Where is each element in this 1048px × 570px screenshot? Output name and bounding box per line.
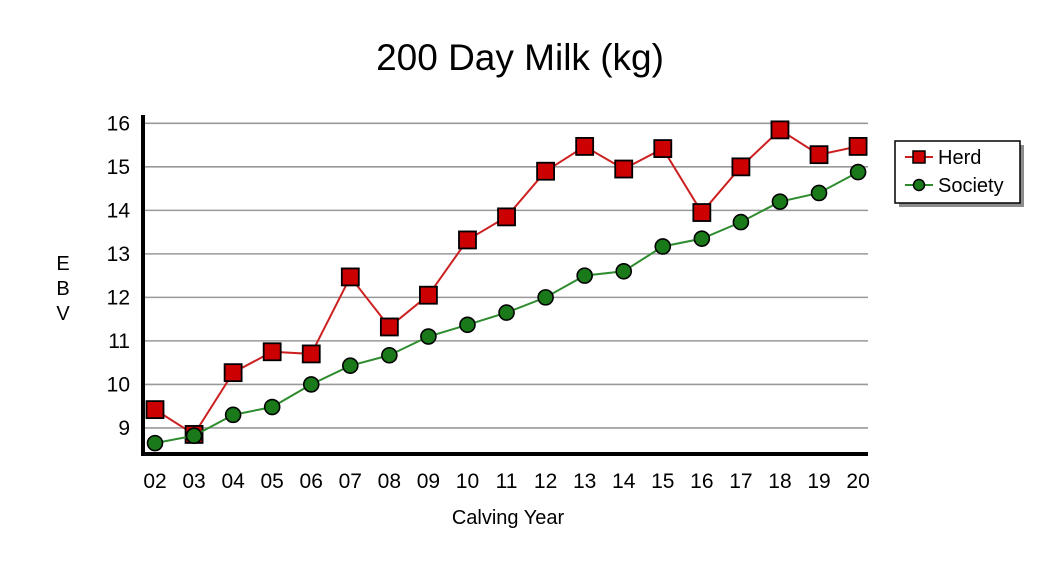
legend-marker <box>912 150 926 164</box>
y-tick-label: 13 <box>107 243 130 266</box>
herd-point <box>419 285 438 305</box>
legend-item-herd: Herd <box>905 147 981 169</box>
x-tick-label: 17 <box>729 470 752 493</box>
herd-point <box>770 120 790 140</box>
x-tick-label: 19 <box>807 470 830 493</box>
herd-point <box>262 342 282 362</box>
society-point <box>654 238 672 255</box>
y-tick-labels: 9 10 11 12 13 14 15 16 <box>107 112 131 440</box>
legend-item-society: Society <box>905 175 1004 197</box>
herd-point <box>536 161 555 181</box>
x-tick-label: 04 <box>221 470 245 493</box>
x-tick-label: 08 <box>378 470 401 493</box>
society-point <box>849 163 867 181</box>
y-tick-label: 9 <box>118 417 130 440</box>
x-tick-label: 05 <box>261 470 284 493</box>
society-point <box>771 193 789 210</box>
society-point <box>576 267 593 284</box>
series-society <box>146 163 867 452</box>
society-point <box>420 328 437 345</box>
society-point <box>615 262 633 280</box>
x-tick-label: 11 <box>496 470 518 493</box>
y-tick-label: 15 <box>107 156 130 179</box>
society-point <box>146 434 164 452</box>
x-tick-label: 07 <box>339 470 362 493</box>
society-point <box>263 398 281 416</box>
x-tick-label: 06 <box>300 470 323 493</box>
x-axis-label: Calving Year <box>452 507 565 529</box>
society-point <box>810 184 828 202</box>
x-tick-label: 12 <box>534 470 557 493</box>
y-axis-label-letter: V <box>56 303 70 325</box>
herd-point <box>809 145 829 165</box>
series <box>145 120 868 452</box>
series-herd <box>145 120 868 444</box>
society-point <box>732 213 750 231</box>
axes <box>141 115 868 456</box>
society-point <box>185 427 203 445</box>
herd-point <box>614 159 634 179</box>
herd-point <box>575 137 595 156</box>
legend-label: Society <box>938 175 1004 197</box>
x-tick-label: 15 <box>651 470 674 493</box>
society-point <box>302 376 320 393</box>
x-tick-label: 18 <box>768 470 791 493</box>
x-tick-label: 20 <box>846 470 869 493</box>
herd-point <box>653 139 673 158</box>
herd-point <box>731 157 751 177</box>
x-tick-label: 10 <box>456 470 479 493</box>
x-tick-labels: 02 03 04 05 06 07 08 09 10 11 12 13 14 15 16 17 18 19 20 <box>143 470 869 493</box>
legend-marker <box>912 178 926 192</box>
y-tick-label: 11 <box>108 330 130 353</box>
herd-point <box>692 203 712 222</box>
herd-point <box>848 137 868 156</box>
x-tick-label: 09 <box>417 470 440 493</box>
x-tick-label: 14 <box>612 470 636 493</box>
herd-point <box>458 230 477 250</box>
x-tick-label: 02 <box>143 470 166 493</box>
legend-label: Herd <box>938 147 981 169</box>
society-point <box>498 304 515 321</box>
y-tick-label: 12 <box>107 286 130 309</box>
x-tick-label: 13 <box>573 470 596 493</box>
society-point <box>537 289 554 306</box>
society-point <box>341 357 359 374</box>
chart-title: 200 Day Milk (kg) <box>376 37 664 78</box>
chart-background <box>70 0 1048 570</box>
society-point <box>693 230 711 247</box>
herd-point <box>223 363 243 383</box>
y-axis-label-letter: B <box>56 278 69 300</box>
x-tick-label: 03 <box>182 470 205 493</box>
legend: Herd Society <box>894 140 1024 207</box>
y-axis-label: EBV <box>56 253 70 325</box>
x-tick-label: 16 <box>690 470 713 493</box>
herd-point <box>379 317 399 337</box>
herd-point <box>301 344 321 364</box>
herd-point <box>145 400 165 420</box>
society-point <box>381 346 398 364</box>
y-tick-label: 16 <box>107 112 130 135</box>
y-axis-label-letter: E <box>56 253 69 275</box>
herd-point <box>497 207 516 227</box>
y-tick-label: 10 <box>107 373 130 396</box>
y-tick-label: 14 <box>107 199 131 222</box>
society-point <box>459 316 476 334</box>
herd-point <box>340 267 360 287</box>
society-point <box>224 406 242 424</box>
